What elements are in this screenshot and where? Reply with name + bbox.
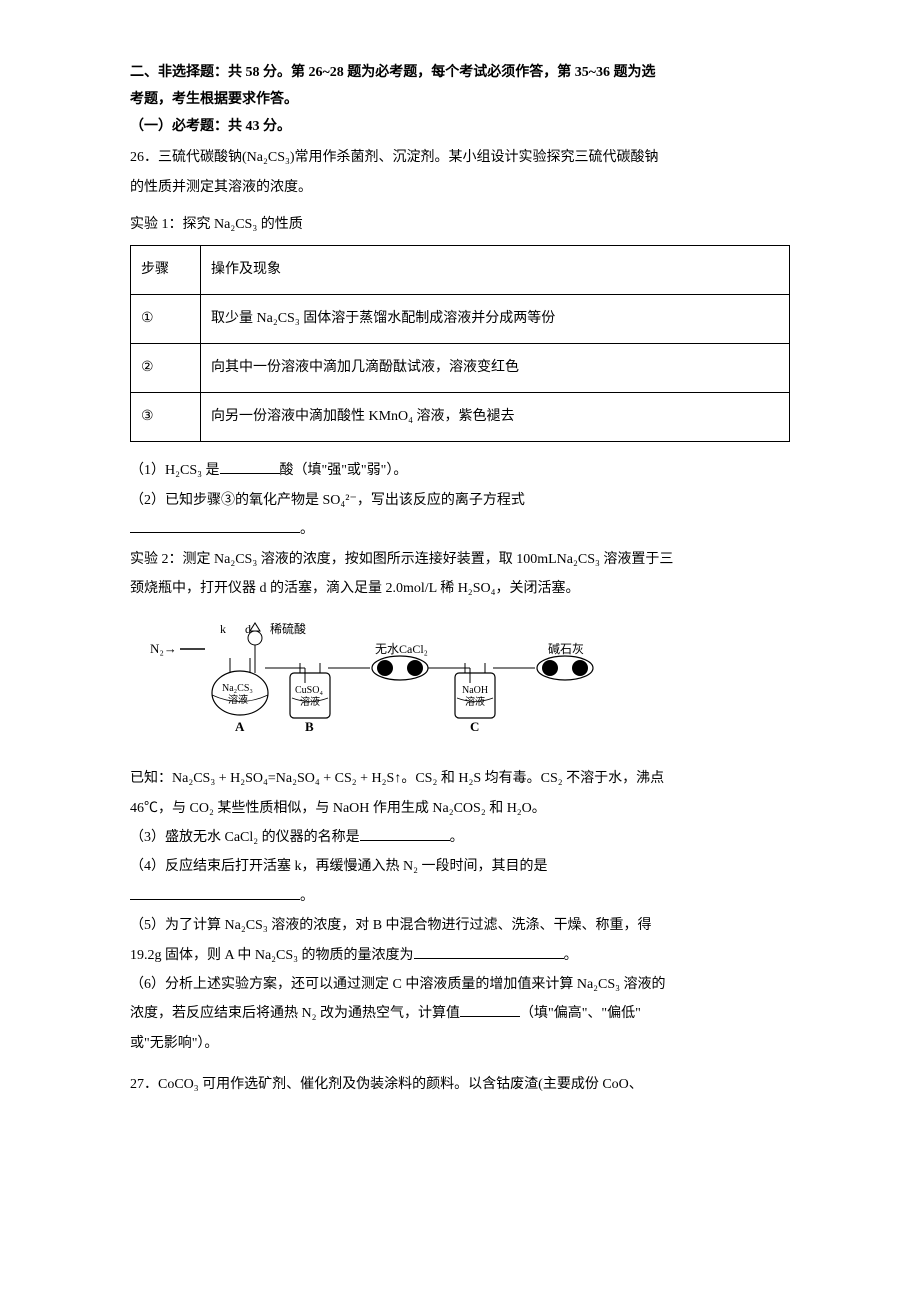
- q26-intro-line2: 的性质并测定其溶液的浓度。: [130, 173, 790, 202]
- q26-part4-blank-row: 。: [130, 882, 790, 911]
- svg-text:溶液: 溶液: [228, 693, 248, 706]
- q26-part2-tail: 。: [300, 522, 314, 537]
- q26-exp2-line2: 颈烧瓶中，打开仪器 d 的活塞，滴入足量 2.0mol/L 稀 H₂SO₄，关闭…: [130, 574, 790, 603]
- section-heading-line1: 二、非选择题：共 58 分。第 26~28 题为必考题，每个考试必须作答，第 3…: [130, 60, 790, 87]
- q26-exp1-label: 实验 1：探究 Na₂CS₃ 的性质: [130, 210, 790, 239]
- acid-label: 稀硫酸: [270, 621, 306, 636]
- table-cell-operation: 取少量 Na₂CS₃ 固体溶于蒸馏水配制成溶液并分成两等份: [201, 295, 790, 344]
- svg-text:Na₂CS₃: Na₂CS₃: [222, 683, 253, 694]
- q26-part5-line2: 19.2g 固体，则 A 中 Na₂CS₃ 的物质的量浓度为 。: [130, 941, 790, 970]
- q26-part1-prefix: （1）H₂CS₃ 是: [130, 463, 220, 478]
- q26-part2-blank-row: 。: [130, 515, 790, 544]
- n2-label: N₂→: [150, 641, 177, 656]
- q26-part6-suffix: （填"偏高"、"偏低": [520, 1006, 641, 1021]
- q26-part1: （1）H₂CS₃ 是 酸（填"强"或"弱"）。: [130, 456, 790, 485]
- table-cell-step: ①: [131, 295, 201, 344]
- q26-part6-line1: （6）分析上述实验方案，还可以通过测定 C 中溶液质量的增加值来计算 Na₂CS…: [130, 970, 790, 999]
- fill-blank: [360, 827, 450, 841]
- fill-blank: [414, 945, 564, 959]
- svg-text:溶液: 溶液: [465, 695, 485, 708]
- q26-part3-suffix: 。: [450, 830, 464, 845]
- q26-part5-suffix: 。: [564, 948, 578, 963]
- table-cell-operation: 向另一份溶液中滴加酸性 KMnO₄ 溶液，紫色褪去: [201, 393, 790, 442]
- q26-part4-line: （4）反应结束后打开活塞 k，再缓慢通入热 N₂ 一段时间，其目的是: [130, 852, 790, 881]
- table-header-step: 步骤: [131, 246, 201, 295]
- cacl2-label: 无水CaCl₂: [375, 642, 428, 656]
- svg-text:CuSO₄: CuSO₄: [295, 685, 323, 696]
- table-cell-step: ②: [131, 344, 201, 393]
- soda-lime-label: 碱石灰: [548, 642, 584, 656]
- q26-part1-suffix: 酸（填"强"或"弱"）。: [280, 463, 408, 478]
- q26-part4-tail: 。: [300, 889, 314, 904]
- d-label: d: [245, 622, 251, 636]
- table-cell-step: ③: [131, 393, 201, 442]
- fill-blank: [460, 1003, 520, 1017]
- q26-experiment-table: 步骤 操作及现象 ① 取少量 Na₂CS₃ 固体溶于蒸馏水配制成溶液并分成两等份…: [130, 245, 790, 442]
- q26-part3-prefix: （3）盛放无水 CaCl₂ 的仪器的名称是: [130, 830, 360, 845]
- q26-exp2-line1: 实验 2：测定 Na₂CS₃ 溶液的浓度，按如图所示连接好装置，取 100mLN…: [130, 545, 790, 574]
- q26-part6-line3: 或"无影响"）。: [130, 1029, 790, 1058]
- section-heading-line2: 考题，考生根据要求作答。: [130, 87, 790, 114]
- table-row: ③ 向另一份溶液中滴加酸性 KMnO₄ 溶液，紫色褪去: [131, 393, 790, 442]
- q26-intro-line1: 26．三硫代碳酸钠(Na₂CS₃)常用作杀菌剂、沉淀剂。某小组设计实验探究三硫代…: [130, 143, 790, 172]
- q26-part6-line2: 浓度，若反应结束后将通热 N₂ 改为通热空气，计算值 （填"偏高"、"偏低": [130, 999, 790, 1028]
- fill-blank: [130, 519, 300, 533]
- fill-blank: [130, 886, 300, 900]
- apparatus-svg: N₂→ k d 稀硫酸 Na₂CS₃ 溶液 A CuSO₄ 溶液 B 无水CaC: [150, 613, 630, 743]
- q26-part2-line: （2）已知步骤③的氧化产物是 SO₄²⁻，写出该反应的离子方程式: [130, 486, 790, 515]
- flask-b-label: B: [305, 719, 314, 734]
- q27-line1: 27．CoCO₃ 可用作选矿剂、催化剂及伪装涂料的颜料。以含钴废渣(主要成份 C…: [130, 1070, 790, 1099]
- fill-blank: [220, 460, 280, 474]
- flask-c-label: C: [470, 719, 479, 734]
- flask-a-label: A: [235, 719, 245, 734]
- required-subsection-heading: （一）必考题：共 43 分。: [130, 113, 790, 141]
- q26-known-line2: 46℃，与 CO₂ 某些性质相似，与 NaOH 作用生成 Na₂COS₂ 和 H…: [130, 794, 790, 823]
- table-row: 步骤 操作及现象: [131, 246, 790, 295]
- apparatus-diagram: N₂→ k d 稀硫酸 Na₂CS₃ 溶液 A CuSO₄ 溶液 B 无水CaC: [150, 613, 790, 754]
- svg-text:NaOH: NaOH: [462, 685, 488, 696]
- q26-part6-prefix: 浓度，若反应结束后将通热 N₂ 改为通热空气，计算值: [130, 1006, 460, 1021]
- q26-known-line1: 已知：Na₂CS₃ + H₂SO₄=Na₂SO₄ + CS₂ + H₂S↑。CS…: [130, 764, 790, 793]
- svg-text:溶液: 溶液: [300, 695, 320, 708]
- table-row: ② 向其中一份溶液中滴加几滴酚酞试液，溶液变红色: [131, 344, 790, 393]
- q26-part3: （3）盛放无水 CaCl₂ 的仪器的名称是 。: [130, 823, 790, 852]
- q26-part5-line1: （5）为了计算 Na₂CS₃ 溶液的浓度，对 B 中混合物进行过滤、洗涤、干燥、…: [130, 911, 790, 940]
- table-cell-operation: 向其中一份溶液中滴加几滴酚酞试液，溶液变红色: [201, 344, 790, 393]
- k-label: k: [220, 622, 226, 636]
- q26-part5-prefix: 19.2g 固体，则 A 中 Na₂CS₃ 的物质的量浓度为: [130, 948, 414, 963]
- table-row: ① 取少量 Na₂CS₃ 固体溶于蒸馏水配制成溶液并分成两等份: [131, 295, 790, 344]
- table-header-operation: 操作及现象: [201, 246, 790, 295]
